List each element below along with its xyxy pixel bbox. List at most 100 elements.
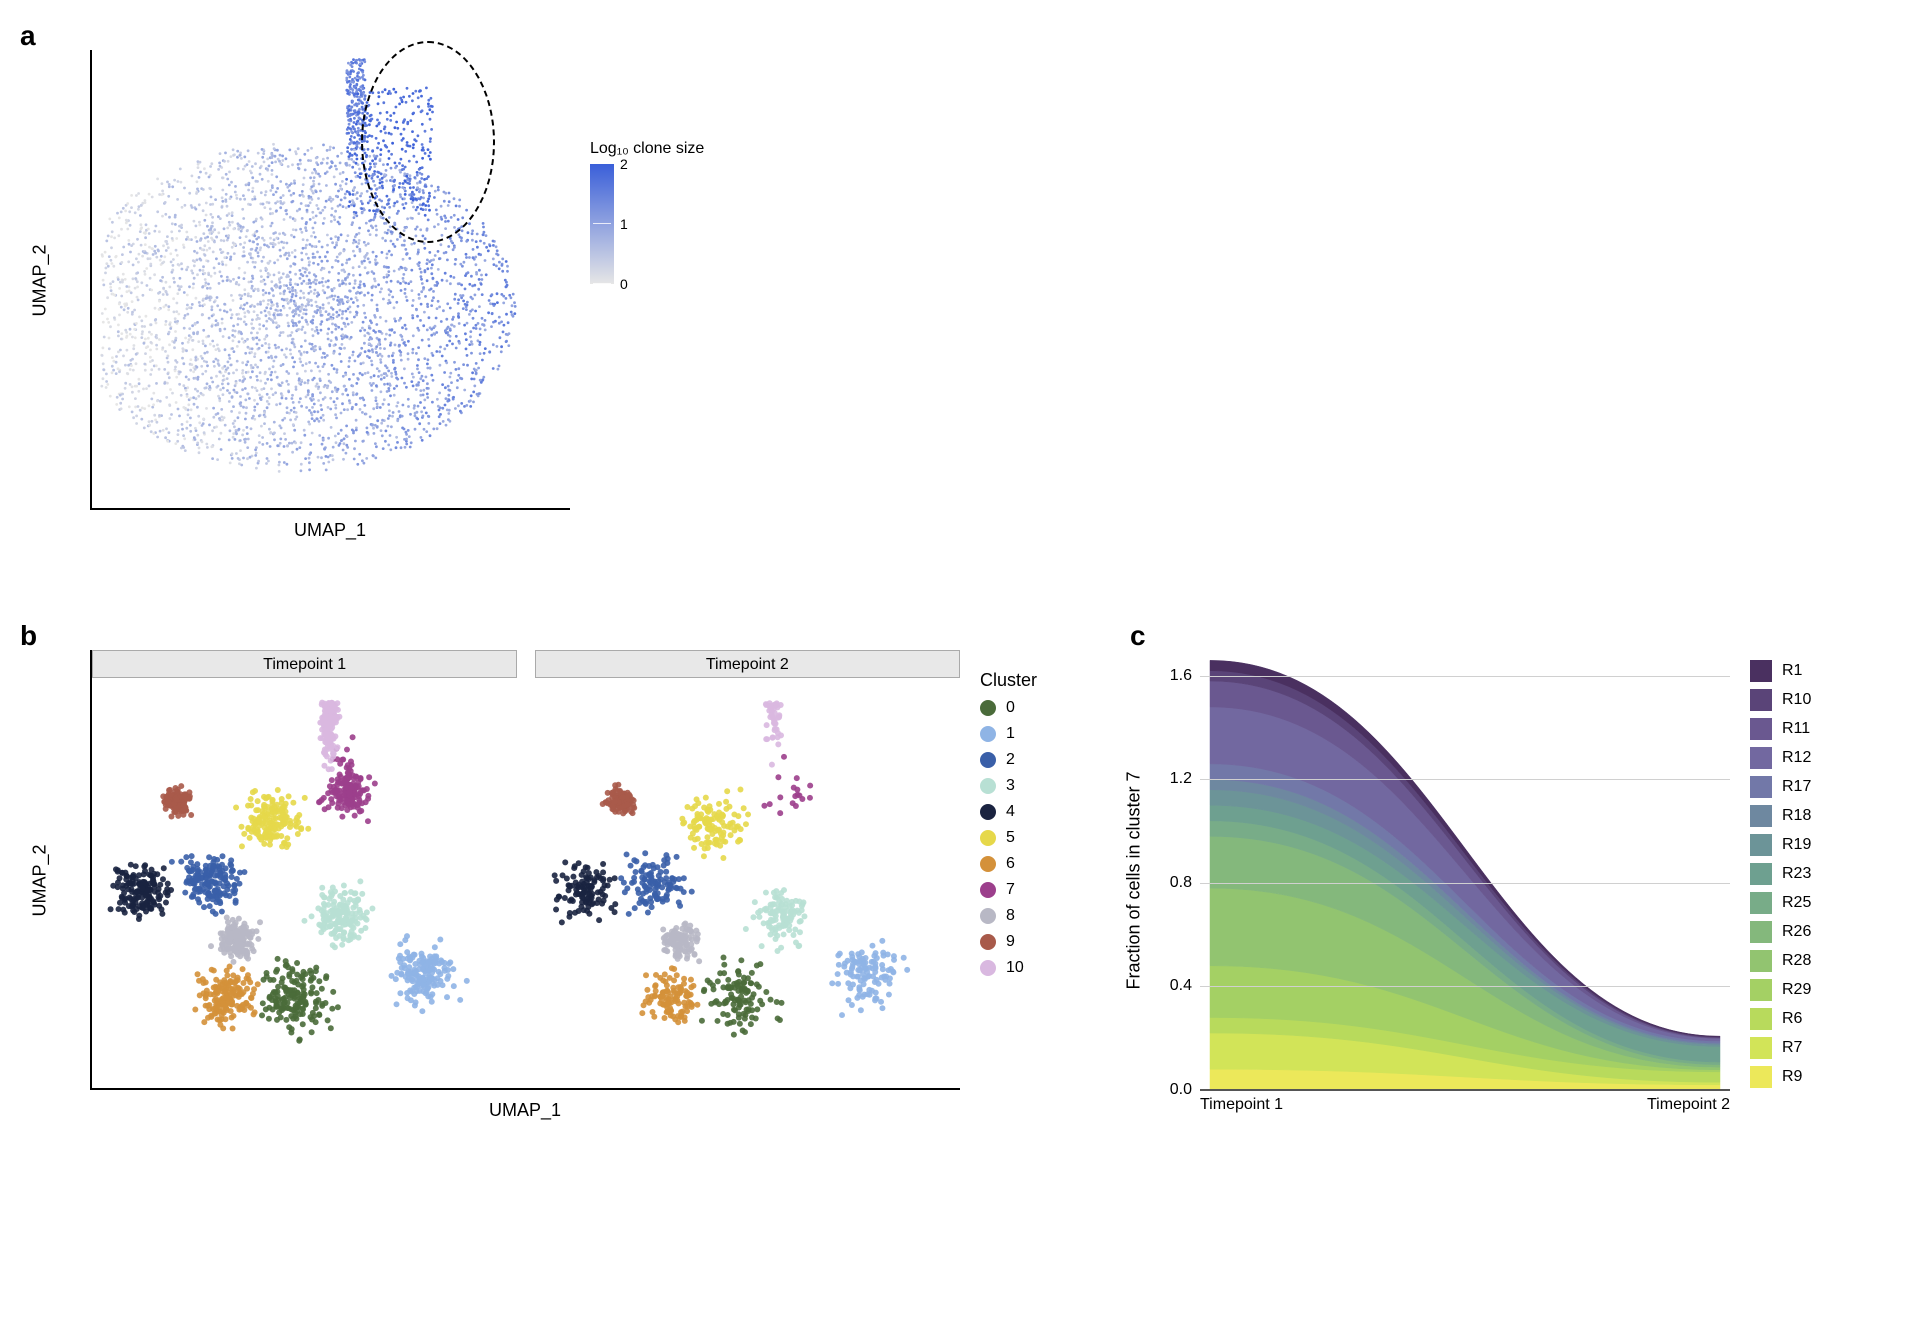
panel-c-legend-item: R29 <box>1750 979 1811 1001</box>
panel-c-swatch-icon <box>1750 950 1772 972</box>
cluster-legend-item: 7 <box>980 881 1037 899</box>
panel-c-swatch-icon <box>1750 1008 1772 1030</box>
panel-c-legend-item: R17 <box>1750 776 1811 798</box>
cluster-id-label: 5 <box>1006 829 1015 847</box>
panel-c-legend-item: R6 <box>1750 1008 1811 1030</box>
panel-c-series-label: R26 <box>1782 923 1811 941</box>
cluster-dot-icon <box>980 908 996 924</box>
figure-container: a UMAP_2 UMAP_1 Log₁₀ clone size 012 b T… <box>20 20 1900 1320</box>
facet-body-2 <box>535 678 960 1088</box>
panel-c-swatch-icon <box>1750 979 1772 1001</box>
panel-c-series-label: R17 <box>1782 778 1811 796</box>
panel-c-series-label: R12 <box>1782 749 1811 767</box>
panel-c-series-label: R18 <box>1782 807 1811 825</box>
cluster-dot-icon <box>980 778 996 794</box>
panel-c-label: c <box>1130 620 1146 652</box>
panel-c-series-label: R1 <box>1782 662 1802 680</box>
cluster-dot-icon <box>980 752 996 768</box>
panel-c-series-label: R28 <box>1782 952 1811 970</box>
panel-c-gridline <box>1200 883 1730 884</box>
cluster-legend-item: 0 <box>980 699 1037 717</box>
panel-a-scatter <box>92 50 572 510</box>
cluster-id-label: 9 <box>1006 933 1015 951</box>
panel-c-swatch-icon <box>1750 834 1772 856</box>
panel-a-xlabel: UMAP_1 <box>90 520 570 541</box>
panel-c-gridline <box>1200 986 1730 987</box>
cluster-id-label: 7 <box>1006 881 1015 899</box>
panel-c-series-label: R10 <box>1782 691 1811 709</box>
panel-c-ytick-label: 1.2 <box>1170 770 1200 788</box>
panel-c-series-label: R7 <box>1782 1039 1802 1057</box>
panel-c-legend-item: R26 <box>1750 921 1811 943</box>
panel-c-legend-item: R19 <box>1750 834 1811 856</box>
panel-c-swatch-icon <box>1750 863 1772 885</box>
cluster-dot-icon <box>980 726 996 742</box>
panel-c-ylabel: Fraction of cells in cluster 7 <box>1124 751 1145 1011</box>
cluster-id-label: 8 <box>1006 907 1015 925</box>
cluster-id-label: 1 <box>1006 725 1015 743</box>
panel-c-series-label: R29 <box>1782 981 1811 999</box>
panel-c-series-label: R6 <box>1782 1010 1802 1028</box>
panel-b-legend: Cluster 0 1 2 3 4 5 6 7 8 9 10 <box>980 670 1037 985</box>
panel-c-swatch-icon <box>1750 718 1772 740</box>
cluster-legend-item: 6 <box>980 855 1037 873</box>
panel-b-ylabel: UMAP_2 <box>30 821 51 941</box>
cluster-legend-item: 1 <box>980 725 1037 743</box>
panel-a-colorbar: 012 <box>590 164 614 284</box>
panel-c-legend-item: R9 <box>1750 1066 1811 1088</box>
panel-c-ytick-label: 0.0 <box>1170 1081 1200 1099</box>
cluster-legend-item: 2 <box>980 751 1037 769</box>
panel-c-legend-item: R10 <box>1750 689 1811 711</box>
panel-c-xtick-label: Timepoint 2 <box>1647 1090 1730 1114</box>
facet-body-1 <box>92 678 517 1088</box>
cluster-legend-item: 5 <box>980 829 1037 847</box>
panel-c-xaxis <box>1200 1089 1730 1091</box>
cluster-dot-icon <box>980 830 996 846</box>
panel-b-label: b <box>20 620 37 652</box>
cluster-id-label: 0 <box>1006 699 1015 717</box>
panel-c-swatch-icon <box>1750 892 1772 914</box>
panel-c-legend-item: R23 <box>1750 863 1811 885</box>
cluster-legend-item: 10 <box>980 959 1037 977</box>
panel-c-legend-item: R7 <box>1750 1037 1811 1059</box>
cluster-id-label: 6 <box>1006 855 1015 873</box>
panel-c-legend-item: R28 <box>1750 950 1811 972</box>
panel-a-legend: Log₁₀ clone size 012 <box>590 140 760 284</box>
panel-c-ytick-label: 1.6 <box>1170 667 1200 685</box>
panel-b-scatter-1 <box>92 678 517 1088</box>
panel-a-label: a <box>20 20 36 52</box>
cluster-legend-item: 9 <box>980 933 1037 951</box>
panel-c-swatch-icon <box>1750 1066 1772 1088</box>
panel-c-xtick-label: Timepoint 1 <box>1200 1090 1283 1114</box>
cluster-dot-icon <box>980 856 996 872</box>
panel-a: a UMAP_2 UMAP_1 Log₁₀ clone size 012 <box>20 20 780 580</box>
panel-c-swatch-icon <box>1750 805 1772 827</box>
panel-a-legend-tick: 1 <box>620 216 628 232</box>
highlight-ellipse <box>361 41 495 243</box>
panel-b-xlabel: UMAP_1 <box>90 1100 960 1121</box>
panel-b-legend-title: Cluster <box>980 670 1037 691</box>
panel-c-legend-item: R12 <box>1750 747 1811 769</box>
panel-c-swatch-icon <box>1750 660 1772 682</box>
cluster-legend-item: 8 <box>980 907 1037 925</box>
panel-c-series-label: R23 <box>1782 865 1811 883</box>
panel-c: c 0.00.40.81.21.6Timepoint 1Timepoint 2 … <box>1130 620 1900 1145</box>
facet-header-2: Timepoint 2 <box>535 650 960 678</box>
panel-c-series-label: R11 <box>1782 720 1810 738</box>
panel-c-ytick-label: 0.8 <box>1170 874 1200 892</box>
panel-c-series-label: R9 <box>1782 1068 1802 1086</box>
panel-a-plot-area <box>90 50 570 510</box>
cluster-legend-item: 4 <box>980 803 1037 821</box>
panel-c-gridline <box>1200 779 1730 780</box>
cluster-legend-item: 3 <box>980 777 1037 795</box>
panel-b-plot-area: Timepoint 1 Timepoint 2 <box>90 650 960 1090</box>
panel-b: b Timepoint 1 Timepoint 2 UMAP_2 UMAP_1 … <box>20 620 1080 1145</box>
cluster-dot-icon <box>980 882 996 898</box>
panel-c-legend: R1 R10 R11 R12 R17 R18 R19 R23 R25 R26 R28 R29 R6 R7 R… <box>1750 660 1811 1095</box>
panel-a-ylabel: UMAP_2 <box>30 221 51 341</box>
panel-c-ytick-label: 0.4 <box>1170 977 1200 995</box>
cluster-id-label: 10 <box>1006 959 1024 977</box>
panel-c-legend-item: R18 <box>1750 805 1811 827</box>
panel-c-series-label: R25 <box>1782 894 1811 912</box>
cluster-id-label: 3 <box>1006 777 1015 795</box>
